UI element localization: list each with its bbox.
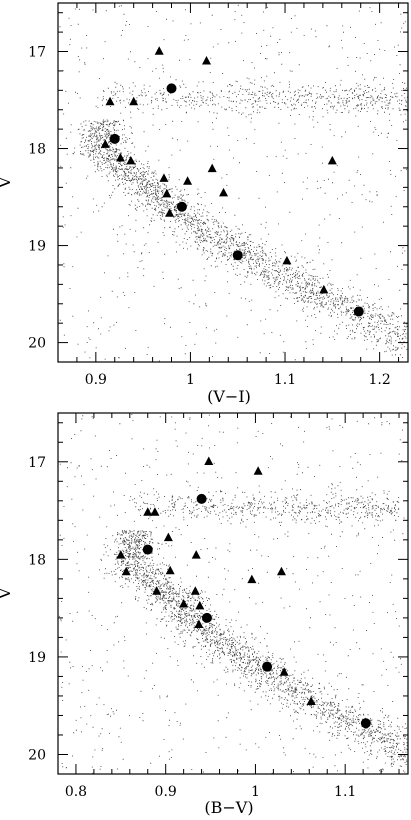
triangle-marker	[105, 96, 115, 106]
triangle-marker	[207, 163, 217, 173]
triangle-marker	[194, 619, 204, 628]
triangle-marker	[165, 565, 175, 575]
triangle-marker	[219, 187, 229, 197]
triangle-marker	[179, 598, 189, 608]
triangle-marker	[165, 208, 175, 217]
triangle-marker	[163, 532, 173, 542]
y-axis-title: V	[0, 176, 14, 189]
circle-marker	[232, 250, 243, 261]
circle-marker	[166, 83, 177, 94]
triangle-marker	[100, 139, 110, 148]
y-tick-label: 17	[28, 45, 46, 61]
x-tick-label: 1.2	[368, 372, 390, 388]
y-tick-label: 20	[28, 336, 46, 352]
triangle-marker	[247, 574, 257, 584]
circle-marker	[196, 493, 207, 504]
triangle-marker	[202, 55, 212, 65]
series-circle	[142, 493, 371, 729]
plot-frame	[57, 2, 409, 363]
y-tick-label: 19	[28, 239, 46, 255]
x-tick-label: 0.8	[65, 784, 87, 800]
series-circle	[109, 83, 364, 317]
x-tick-label: 1	[186, 372, 195, 388]
triangle-marker	[121, 566, 131, 576]
x-axis-title: (V−I)	[207, 387, 251, 406]
triangle-marker	[204, 456, 214, 466]
series-triangle	[116, 456, 316, 706]
circle-marker	[353, 306, 364, 317]
triangle-marker	[143, 507, 153, 516]
triangle-marker	[115, 152, 125, 162]
x-tick-label: 1.1	[274, 372, 296, 388]
triangle-marker	[162, 188, 172, 198]
triangle-marker	[126, 155, 136, 165]
field-star-dots	[59, 4, 408, 362]
x-axis-title: (B−V)	[204, 798, 253, 817]
y-axis-title: V	[0, 587, 14, 600]
field-star-dots	[59, 414, 408, 774]
triangle-marker	[183, 176, 193, 185]
circle-marker	[262, 661, 273, 672]
y-tick-label: 18	[28, 552, 46, 568]
y-tick-label: 17	[28, 455, 46, 471]
triangle-marker	[319, 284, 329, 294]
y-tick-label: 18	[28, 142, 46, 158]
triangle-marker	[282, 255, 292, 265]
chart-panel-1: 0.9 1 1.1 1.2 17 18 19 20 (V−I) V	[0, 2, 409, 406]
triangle-marker	[159, 173, 169, 182]
series-triangle	[100, 46, 337, 294]
triangle-marker	[154, 46, 164, 55]
triangle-marker	[129, 96, 139, 106]
triangle-marker	[195, 600, 205, 610]
y-tick-label: 19	[28, 650, 46, 666]
triangle-marker	[190, 586, 200, 595]
x-tick-label: 0.9	[85, 372, 107, 388]
circle-marker	[360, 718, 371, 729]
x-tick-label: 1	[251, 784, 260, 800]
x-tick-label: 1.1	[334, 784, 356, 800]
circle-marker	[176, 201, 187, 212]
triangle-marker	[276, 566, 286, 576]
plot-frame	[57, 412, 409, 775]
triangle-marker	[150, 507, 160, 516]
triangle-marker	[253, 466, 263, 475]
triangle-marker	[191, 550, 201, 559]
x-tick-label: 0.9	[155, 784, 177, 800]
triangle-marker	[152, 586, 162, 595]
circle-marker	[109, 133, 120, 144]
circle-marker	[201, 612, 212, 623]
field-star-cloud	[59, 4, 408, 362]
triangle-marker	[327, 155, 337, 165]
chart-panel-2: 0.8 0.9 1 1.1 17 18 19 20 (B−V) V	[0, 412, 409, 817]
triangle-marker	[279, 667, 289, 676]
field-star-cloud	[59, 414, 408, 774]
triangle-marker	[116, 550, 126, 559]
triangle-marker	[306, 696, 316, 706]
circle-marker	[142, 544, 153, 555]
y-tick-label: 20	[28, 747, 46, 763]
